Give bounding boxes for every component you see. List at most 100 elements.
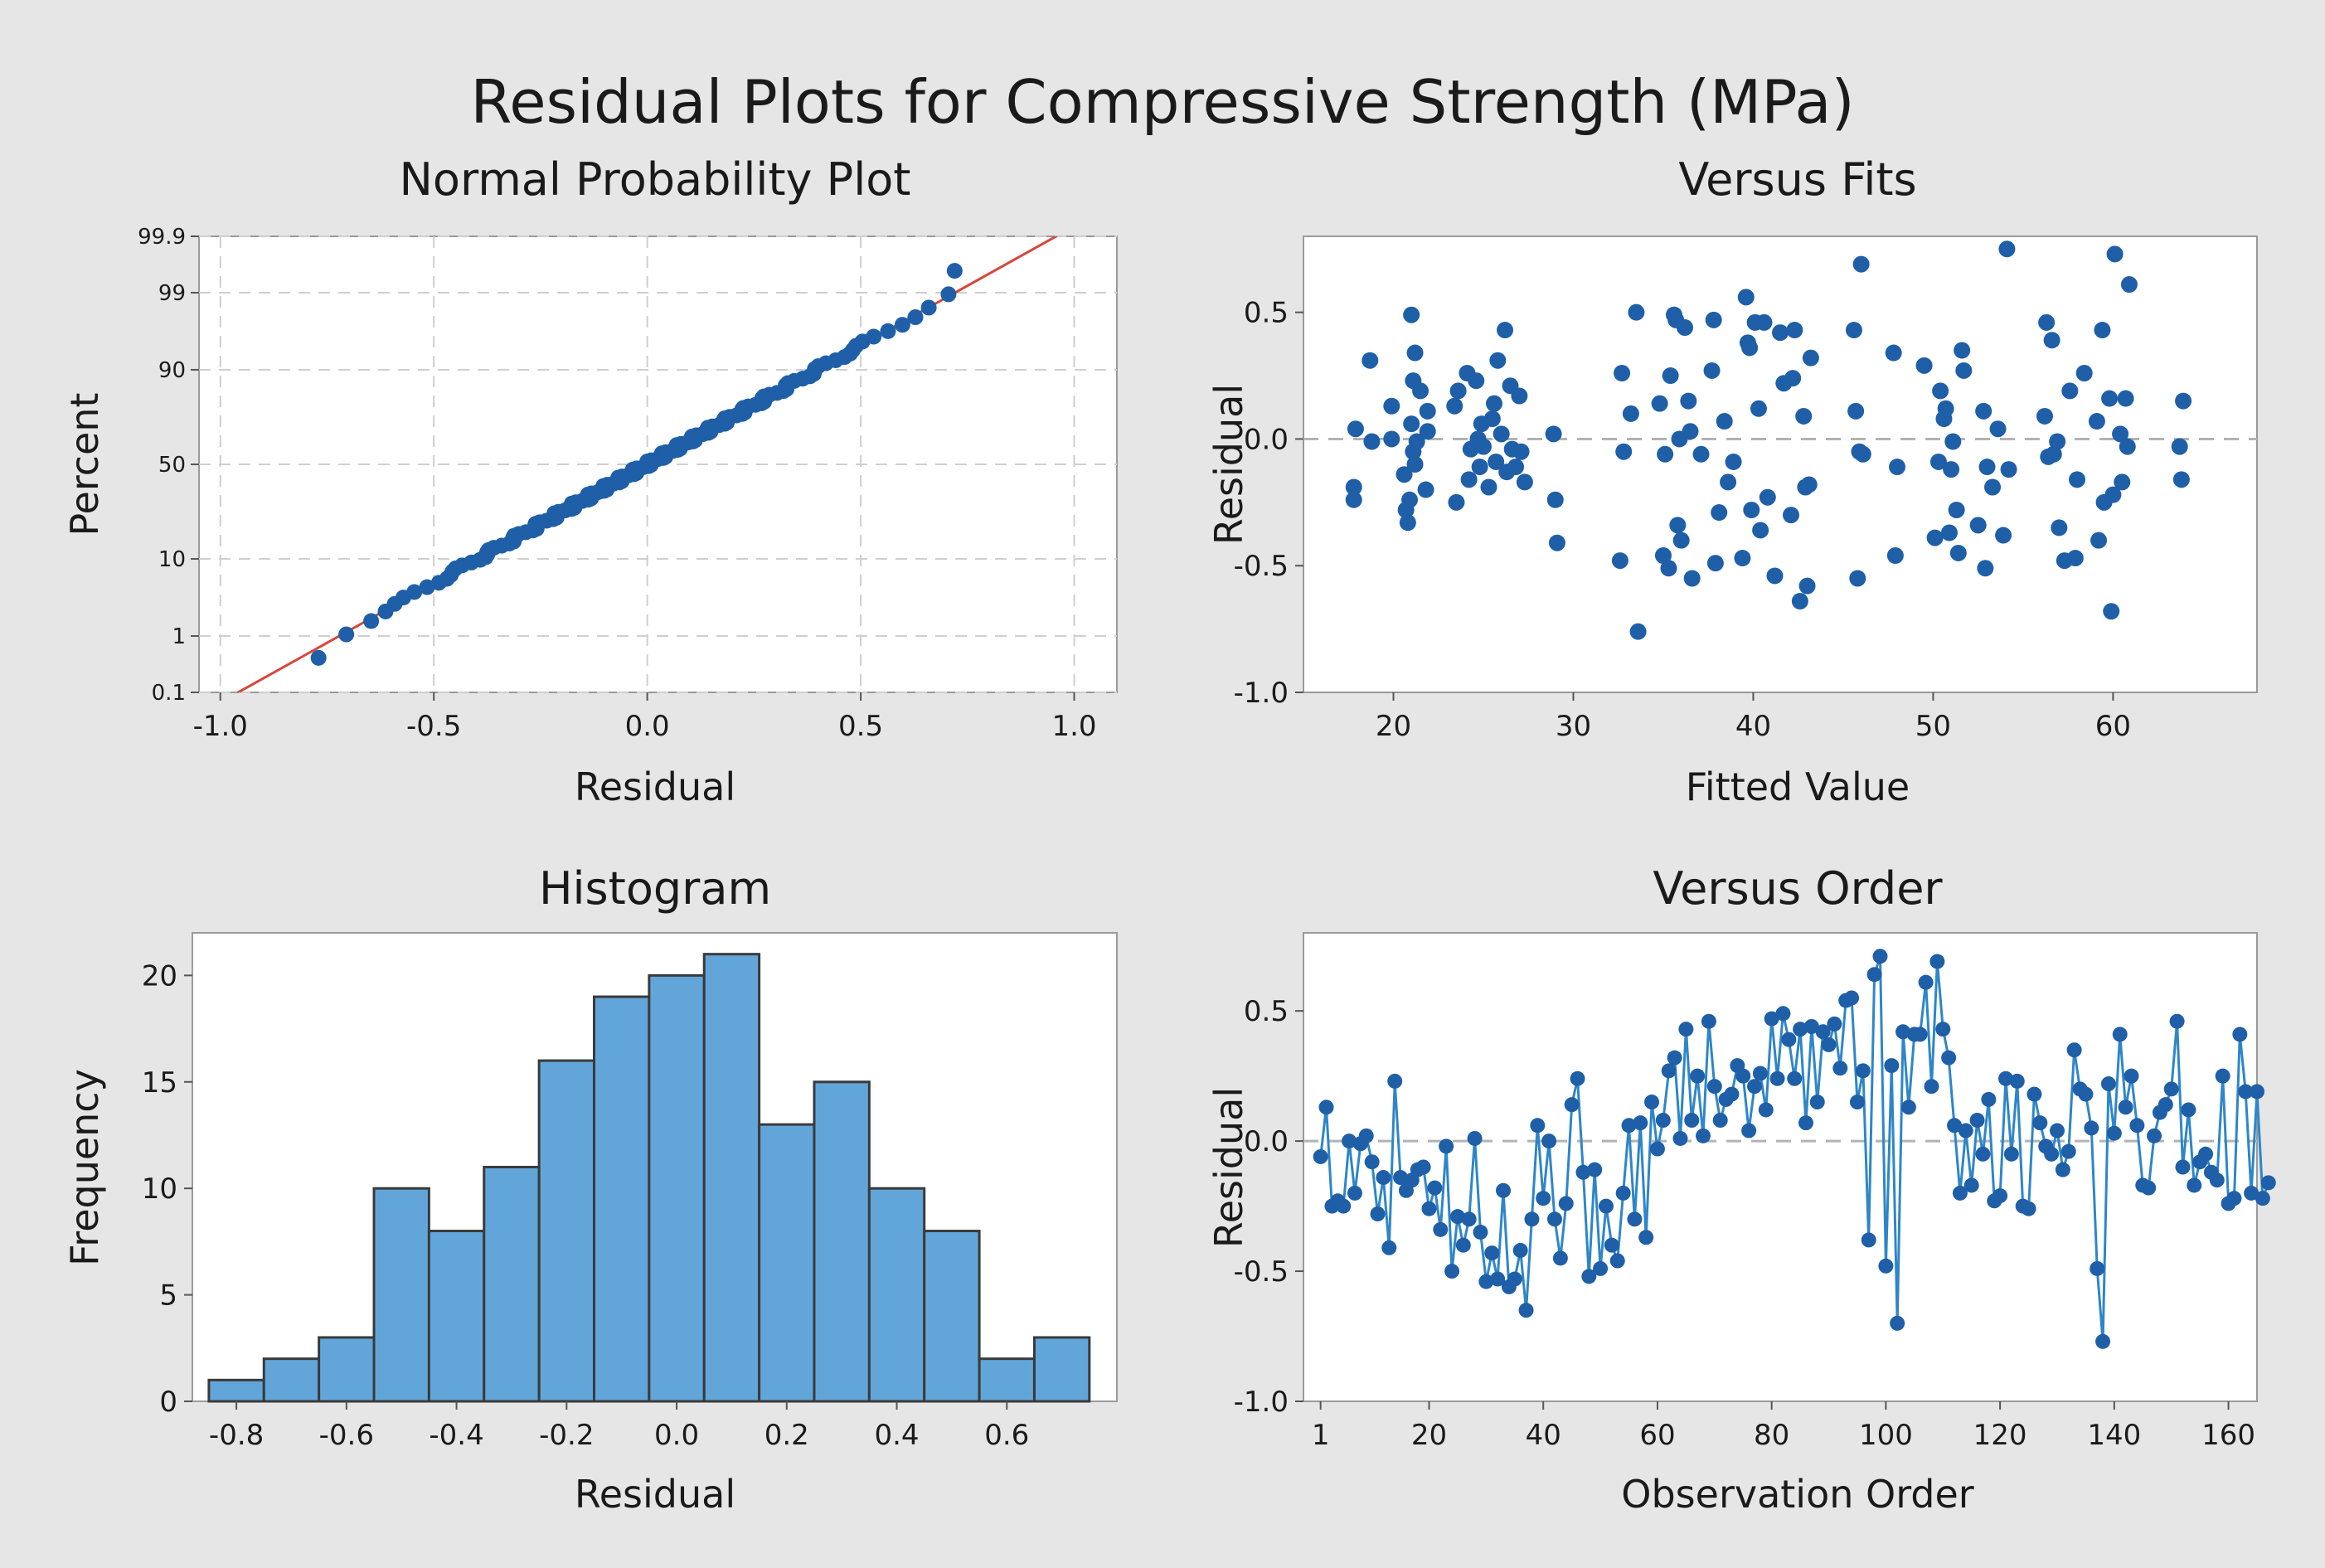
order-point	[1575, 1164, 1591, 1180]
fits-y-tick-label: 0.5	[1244, 297, 1289, 330]
order-points	[1313, 949, 2276, 1349]
order-point	[2226, 1191, 2242, 1206]
hist-x-tick-label: -0.4	[429, 1419, 483, 1452]
order-point	[1313, 1148, 1328, 1164]
order-point	[2112, 1027, 2128, 1042]
order-point	[2090, 1260, 2105, 1276]
order-point	[2124, 1068, 2139, 1084]
fits-x-tick-label: 50	[1915, 710, 1951, 743]
npp-y-ticks: 0.1 1 10 50 90 99 99.9	[138, 225, 199, 706]
npp-point	[946, 263, 963, 279]
hist-bar	[592, 995, 651, 1403]
order-point	[1712, 1113, 1728, 1128]
order-point	[1924, 1079, 1939, 1095]
order-point	[1981, 1091, 1997, 1107]
order-point	[1809, 1095, 1825, 1110]
fits-point	[1654, 547, 1672, 564]
fits-point	[1984, 478, 2002, 496]
order-point	[1684, 1113, 1700, 1128]
npp-point	[363, 613, 380, 629]
fits-point	[2066, 550, 2084, 567]
npp-point	[866, 328, 882, 345]
order-point	[1993, 1188, 2008, 1204]
fits-point	[1741, 339, 1759, 357]
npp-points	[310, 263, 963, 666]
order-point	[1536, 1191, 1551, 1206]
versus-order-panel: Versus Order 1 20 40 60 80 100 120 140 160 -1.0-…	[1206, 862, 2276, 1517]
npp-point	[310, 649, 327, 666]
order-x-tick-label: 1	[1312, 1419, 1330, 1452]
fits-point	[1512, 443, 1530, 460]
fits-point	[1725, 453, 1742, 470]
order-point	[2215, 1068, 2230, 1084]
order-point	[1884, 1058, 1900, 1074]
fits-point	[2061, 382, 2079, 400]
fits-point	[1847, 402, 1865, 420]
fits-point	[1657, 445, 1674, 463]
fits-y-tick-label: -0.5	[1234, 550, 1289, 583]
order-point	[1484, 1245, 1500, 1261]
order-point	[1855, 1063, 1871, 1079]
hist-y-tick-label: 10	[142, 1172, 177, 1206]
order-point	[1593, 1260, 1609, 1276]
fits-x-tick-label: 40	[1735, 710, 1771, 743]
order-point	[1701, 1013, 1716, 1029]
order-point	[1512, 1242, 1528, 1258]
order-point	[1633, 1115, 1648, 1131]
fits-x-tick-label: 30	[1556, 710, 1591, 743]
fits-point	[1743, 502, 1760, 518]
order-point	[1376, 1170, 1391, 1186]
order-point	[1598, 1198, 1614, 1214]
order-point	[1827, 1016, 1842, 1032]
fits-point	[1944, 433, 1962, 450]
hist-bar	[978, 1357, 1036, 1403]
order-point	[1787, 1070, 1803, 1086]
fits-point	[1399, 514, 1416, 532]
order-point	[1444, 1264, 1460, 1279]
npp-x-tick-label: -1.0	[193, 710, 248, 743]
hist-y-tick-label: 0	[159, 1386, 177, 1419]
hist-bar	[648, 973, 706, 1403]
fits-point	[1978, 459, 1996, 476]
order-point	[2255, 1191, 2270, 1206]
order-point	[2100, 1076, 2116, 1092]
order-point	[2187, 1177, 2202, 1193]
order-x-tick-label: 20	[1411, 1419, 1447, 1452]
fits-y-ticks: -1.0 -0.5 0.0 0.5	[1234, 297, 1303, 710]
order-y-tick-label: -1.0	[1234, 1386, 1289, 1419]
fits-point	[2114, 473, 2131, 491]
fits-point	[2172, 471, 2190, 488]
order-point	[1496, 1182, 1512, 1198]
order-x-tick-label: 120	[1973, 1419, 2027, 1452]
fits-point	[1660, 560, 1677, 577]
fits-point	[1683, 570, 1701, 587]
order-point	[1627, 1211, 1643, 1227]
fits-point	[1937, 400, 1954, 417]
order-point	[1866, 967, 1882, 983]
order-point	[1998, 1070, 2014, 1086]
order-point	[2260, 1175, 2276, 1191]
npp-point	[338, 626, 355, 643]
fits-point	[1932, 382, 1949, 400]
fits-point	[1680, 392, 1697, 410]
hist-bars	[207, 953, 1091, 1403]
npp-point	[940, 286, 957, 303]
order-point	[1415, 1159, 1431, 1175]
fits-point	[1716, 413, 1733, 430]
order-x-ticks: 1 20 40 60 80 100 120 140 160	[1312, 1401, 2255, 1452]
fits-point	[1471, 459, 1488, 476]
fits-plot-area	[1303, 235, 2258, 693]
fits-point	[1783, 507, 1800, 524]
order-point	[2147, 1128, 2162, 1143]
npp-point	[907, 309, 924, 326]
order-point	[1803, 1019, 1819, 1034]
order-point	[1381, 1240, 1397, 1255]
hist-bar	[372, 1187, 430, 1403]
order-point	[1342, 1134, 1357, 1149]
fits-point	[1711, 504, 1728, 522]
fits-point	[1383, 430, 1400, 448]
order-point	[1558, 1196, 1574, 1211]
order-point	[1918, 974, 1934, 990]
order-point	[1872, 949, 1888, 964]
hist-y-tick-label: 20	[142, 959, 177, 993]
